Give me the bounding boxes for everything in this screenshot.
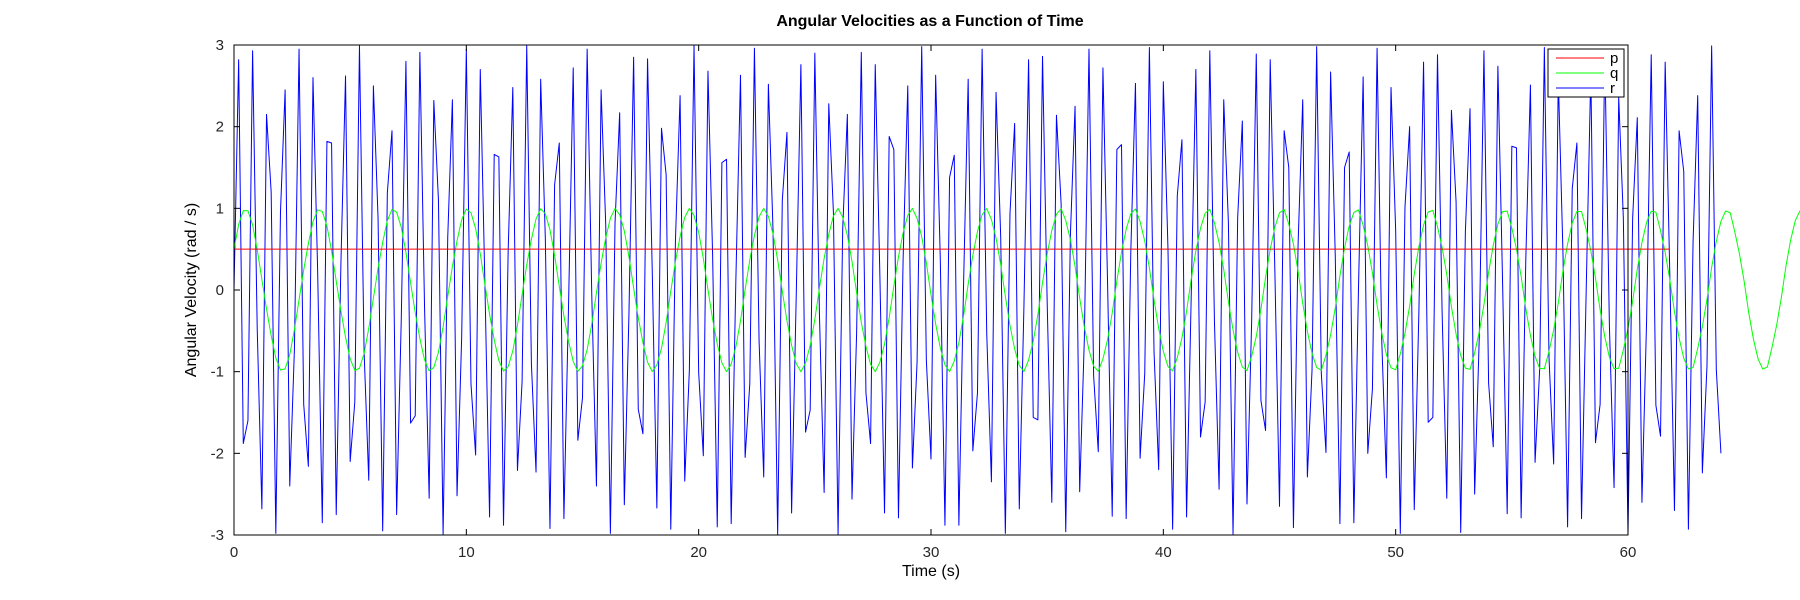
x-tick-label: 10 — [458, 544, 475, 561]
series-line-q — [233, 207, 1800, 373]
y-tick-label: -3 — [211, 527, 224, 544]
legend-label-p: p — [1610, 50, 1618, 67]
x-tick-label: 20 — [690, 544, 707, 561]
x-tick-label: 40 — [1155, 544, 1172, 561]
legend-label-q: q — [1610, 65, 1618, 82]
x-tick-label: 0 — [230, 544, 238, 561]
series-line-r — [233, 45, 1722, 535]
x-axis-label: Time (s) — [902, 563, 960, 580]
y-axis-ticks: -3 -2 -1 0 1 2 3 — [211, 37, 1628, 544]
series-layer — [233, 45, 1800, 535]
legend: pqr — [1547, 48, 1625, 98]
x-tick-label: 30 — [923, 544, 940, 561]
y-tick-label: 0 — [216, 282, 224, 299]
y-tick-label: -1 — [211, 364, 224, 381]
x-tick-label: 60 — [1620, 544, 1637, 561]
y-tick-label: -2 — [211, 445, 224, 462]
legend-label-r: r — [1610, 80, 1615, 97]
y-axis-label: Angular Velocity (rad / s) — [183, 203, 200, 377]
y-tick-label: 3 — [216, 37, 224, 54]
chart-title: Angular Velocities as a Function of Time — [776, 13, 1083, 30]
y-tick-label: 2 — [216, 119, 224, 136]
x-tick-label: 50 — [1387, 544, 1404, 561]
y-tick-label: 1 — [216, 200, 224, 217]
x-axis-ticks: 0 10 20 30 40 50 60 — [230, 45, 1637, 561]
